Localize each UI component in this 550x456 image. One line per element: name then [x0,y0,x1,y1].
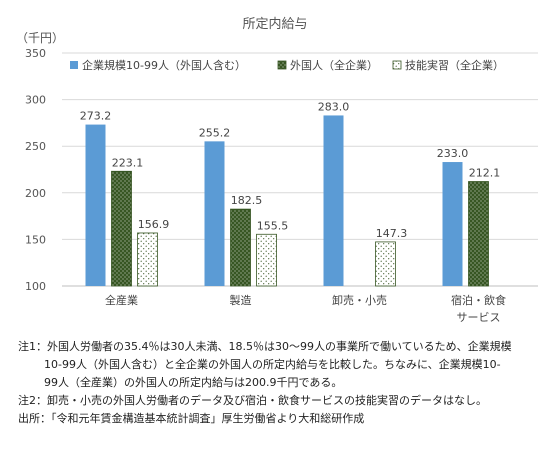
legend-label: 外国人（全企業） [290,58,378,72]
data-label: 273.2 [80,110,112,123]
source-note: 出所：「令和元年賃金構造基本統計調査」厚生労働省より大和総研作成 [18,412,365,425]
data-label: 212.1 [469,167,501,180]
footnotes: 注1：外国人労働者の35.4％は30人未満、18.5％は30～99人の事業所で働… [18,338,538,428]
x-category-label: 全産業 [105,293,138,307]
bar [323,115,344,286]
y-tick-label: 200 [25,187,46,200]
data-label: 223.1 [112,156,144,169]
bar-chart: 所定内給与 （千円） 100 150 200 250 300 350 273.2 223.1… [16,16,538,324]
chart-title: 所定内給与 [242,16,307,32]
y-tick-label: 350 [25,47,46,60]
x-category-label: サービス [457,311,501,324]
bar [111,170,132,287]
data-label: 182.5 [231,194,263,207]
legend-label: 企業規模10-99人（外国人含む） [82,58,246,72]
bar [256,233,277,287]
x-axis-categories: 全産業 製造 卸売・小売 宿泊・飲食サービス [105,293,506,324]
bar [468,181,489,287]
bar [137,232,158,287]
data-label: 233.0 [437,147,469,160]
legend-swatch [70,61,78,69]
bar [375,241,396,287]
legend-swatch [277,60,287,70]
legend: 企業規模10-99人（外国人含む） 外国人（全企業） 技能実習（全企業） [70,58,504,72]
bar [85,124,106,286]
data-label: 155.5 [257,219,289,232]
y-axis-unit-label: （千円） [16,31,64,45]
x-category-label: 製造 [230,293,252,307]
data-label: 147.3 [376,227,408,240]
y-tick-label: 250 [25,140,46,153]
data-label: 156.9 [138,218,170,231]
data-label: 255.2 [199,126,231,139]
y-axis-ticks: 100 150 200 250 300 350 [25,47,46,293]
y-tick-label: 100 [25,280,46,293]
legend-label: 技能実習（全企業） [405,58,504,72]
note-1-line-2: 10-99人（外国人含む）と全企業の外国人の所定内給与を比較した。ちなみに、企業… [44,358,501,371]
y-tick-label: 150 [25,233,46,246]
gridlines [62,52,538,287]
bar [230,208,251,287]
chart-area: 所定内給与 （千円） 100 150 200 250 300 350 273.2 223.1… [16,16,538,324]
bars [85,115,489,287]
note-1-line-3: 99人（全産業）の外国人の所定内給与は200.9千円である。 [44,376,343,389]
value-labels: 273.2 223.1 156.9 255.2 182.5 155.5 283.0 147.3… [80,100,501,239]
data-label: 283.0 [318,100,350,113]
legend-swatch [392,60,402,70]
x-category-label: 卸売・小売 [332,293,387,307]
note-2: 注2：卸売・小売の外国人労働者のデータ及び宿泊・飲食サービスの技能実習のデータは… [18,394,487,407]
x-category-label: 宿泊・飲食 [451,293,506,307]
bar [442,162,463,286]
note-1-line-1: 注1：外国人労働者の35.4％は30人未満、18.5％は30～99人の事業所で働… [18,340,512,353]
y-tick-label: 300 [25,94,46,107]
bar [204,141,225,286]
